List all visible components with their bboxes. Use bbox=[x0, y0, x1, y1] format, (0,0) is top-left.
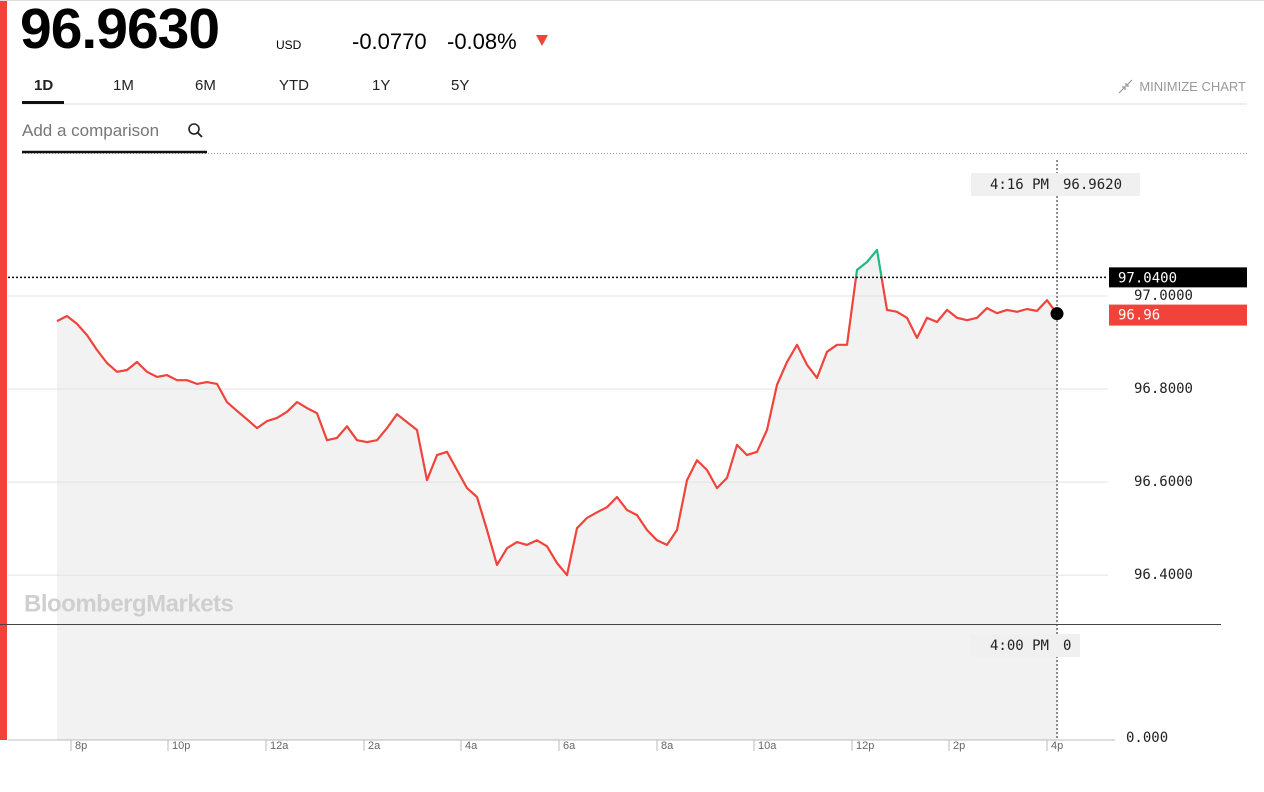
currency: USD bbox=[276, 38, 302, 52]
y-tick-label: 96.4000 bbox=[1134, 567, 1193, 583]
x-tick-label: 8p bbox=[75, 740, 87, 752]
x-tick-label: 12a bbox=[270, 740, 289, 752]
x-tick-label: 6a bbox=[563, 740, 576, 752]
down-arrow bbox=[536, 35, 548, 46]
last-price-label: 96.96 bbox=[1118, 308, 1160, 324]
x-tick-label: 4p bbox=[1051, 740, 1063, 752]
last-price-bg bbox=[1109, 304, 1247, 326]
reference-label-bg bbox=[1109, 267, 1247, 288]
tab-underline bbox=[22, 101, 64, 104]
change-percent: -0.08% bbox=[447, 29, 517, 54]
minimize-icon bbox=[1118, 79, 1133, 94]
minimize-chart[interactable]: MINIMIZE CHART bbox=[1139, 79, 1246, 94]
x-tick-label: 8a bbox=[661, 740, 674, 752]
price-line bbox=[56, 248, 1058, 577]
price: 96.9630 bbox=[20, 0, 220, 61]
crosshair-label-bg bbox=[971, 173, 1140, 196]
tab[interactable]: 5Y bbox=[451, 77, 470, 94]
x-tick-label: 4a bbox=[465, 740, 478, 752]
y-tick-label: 96.8000 bbox=[1134, 381, 1193, 397]
volume-value: 0 bbox=[1063, 638, 1071, 654]
y-tick-label: 96.6000 bbox=[1134, 474, 1193, 490]
x-tick-label: 12p bbox=[856, 740, 874, 752]
watermark: BloombergMarkets bbox=[24, 590, 234, 617]
comparison-input[interactable]: Add a comparison bbox=[22, 121, 160, 140]
reference-label: 97.0400 bbox=[1118, 270, 1177, 286]
accent-bar bbox=[0, 0, 7, 740]
x-tick-label: 2a bbox=[368, 740, 381, 752]
change: -0.0770 bbox=[352, 29, 427, 54]
area bbox=[57, 249, 1057, 740]
volume-label-bg bbox=[971, 634, 1080, 657]
x-tick-label: 10p bbox=[172, 740, 190, 752]
volume-time: 4:00 PM bbox=[990, 638, 1049, 654]
x-tick-label: 10a bbox=[758, 740, 777, 752]
volume-tick-label: 0.000 bbox=[1126, 730, 1168, 746]
crosshair-value: 96.9620 bbox=[1063, 177, 1122, 193]
crosshair-time: 4:16 PM bbox=[990, 177, 1049, 193]
search-icon bbox=[188, 123, 203, 138]
tab[interactable]: YTD bbox=[279, 77, 309, 94]
y-tick-label: 97.0000 bbox=[1134, 288, 1193, 304]
tab[interactable]: 1D bbox=[34, 77, 54, 94]
tab[interactable]: 1M bbox=[113, 77, 134, 94]
tab[interactable]: 6M bbox=[195, 77, 216, 94]
tab[interactable]: 1Y bbox=[372, 77, 391, 94]
x-tick-label: 2p bbox=[953, 740, 965, 752]
last-point bbox=[1050, 307, 1064, 321]
